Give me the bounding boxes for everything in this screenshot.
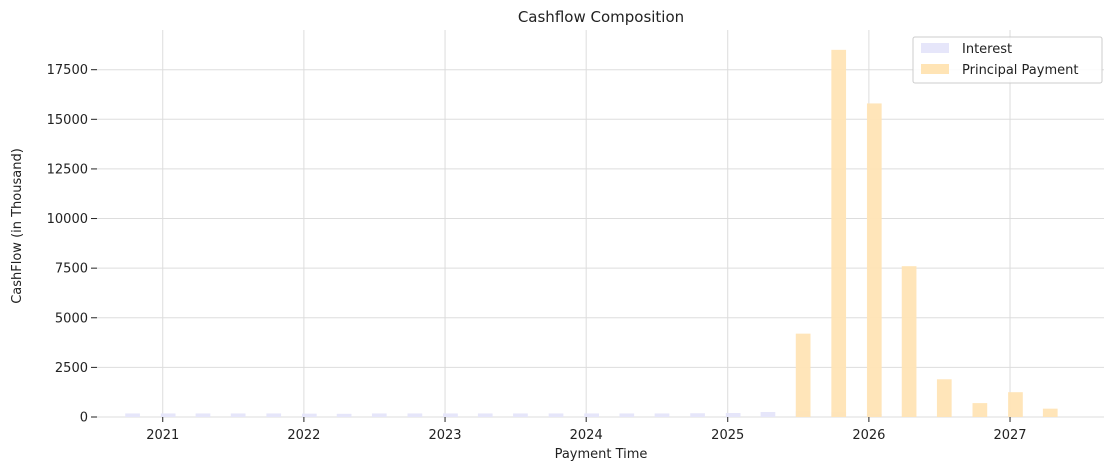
x-tick-label: 2023 <box>428 428 461 443</box>
bar-interest <box>619 413 635 417</box>
axes-layer: 0 2500 5000 7500 10000 12500 15000 17500 2021 202… <box>47 63 1027 443</box>
y-tick-label: 0 <box>80 411 88 426</box>
bar-interest <box>584 413 599 417</box>
bar-interest <box>513 413 528 417</box>
bar-interest <box>230 413 246 417</box>
legend-label-principal-payment: Principal Payment <box>962 63 1078 78</box>
bar-interest <box>548 413 564 417</box>
y-tick-label: 2500 <box>55 361 88 376</box>
y-tick-label: 5000 <box>55 311 88 326</box>
legend: Interest Principal Payment <box>912 36 1103 84</box>
bar-principal-payment <box>901 266 917 417</box>
x-tick-label: 2026 <box>852 428 885 443</box>
legend-swatch-interest <box>921 43 949 53</box>
bar-principal-payment <box>1008 392 1023 417</box>
bar-interest <box>690 413 705 417</box>
bar-interest <box>371 413 387 417</box>
x-tick-label: 2021 <box>146 428 179 443</box>
bar-interest <box>725 413 741 417</box>
bar-principal-payment <box>795 333 811 417</box>
y-tick-label: 7500 <box>55 262 88 277</box>
grid-layer <box>97 30 1104 418</box>
bar-interest <box>407 413 423 417</box>
bars-layer <box>125 49 1058 418</box>
bar-principal-payment <box>936 379 952 417</box>
y-axis-label: CashFlow (in Thousand) <box>10 148 25 304</box>
x-tick-label: 2027 <box>993 428 1026 443</box>
bar-principal-payment <box>831 49 847 417</box>
bar-interest <box>477 413 493 417</box>
bar-interest <box>266 413 282 417</box>
bar-principal-payment <box>1042 408 1058 417</box>
bar-interest <box>301 413 317 417</box>
legend-swatch-principal-payment <box>921 64 949 74</box>
legend-label-interest: Interest <box>962 42 1012 57</box>
bar-interest <box>160 413 176 417</box>
bar-interest <box>654 413 670 417</box>
x-axis-label: Payment Time <box>555 447 648 462</box>
y-tick-label: 12500 <box>47 162 88 177</box>
x-tick-label: 2024 <box>570 428 603 443</box>
x-tick-label: 2025 <box>711 428 744 443</box>
bar-principal-payment <box>972 403 988 417</box>
y-tick-label: 17500 <box>47 63 88 78</box>
bar-interest <box>443 413 458 417</box>
y-tick-label: 15000 <box>47 113 88 128</box>
chart-title: Cashflow Composition <box>518 8 684 26</box>
bar-interest <box>760 412 776 417</box>
x-tick-label: 2022 <box>287 428 320 443</box>
legend-frame <box>912 36 1103 84</box>
y-tick-label: 10000 <box>47 212 88 227</box>
bar-interest <box>125 413 140 417</box>
bar-interest <box>195 413 211 417</box>
bar-interest <box>336 413 352 417</box>
bar-principal-payment <box>866 103 882 418</box>
